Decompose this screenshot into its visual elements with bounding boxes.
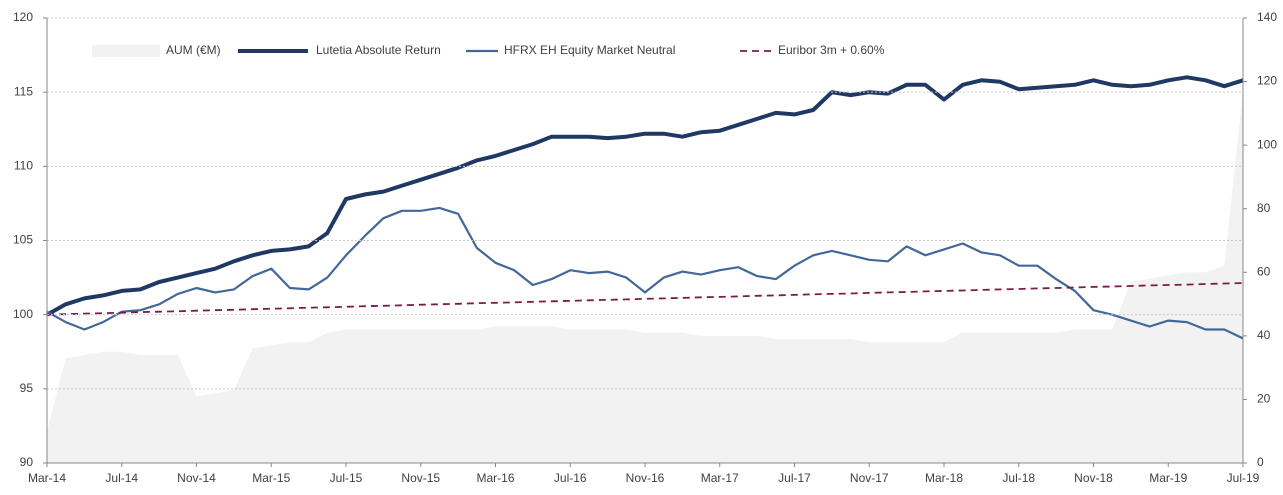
y2-tick-label: 60 [1257,264,1271,278]
x-tick-label: Mar-17 [701,471,739,485]
x-tick-label: Jul-16 [554,471,587,485]
x-tick-label: Nov-15 [401,471,440,485]
x-tick-label: Nov-18 [1074,471,1113,485]
legend-label: Lutetia Absolute Return [316,43,441,57]
line [46,282,1244,316]
y-tick-label: 110 [14,159,33,173]
x-tick-label: Mar-18 [925,471,963,485]
y-tick-label: 120 [13,10,33,24]
x-tick-label: Nov-14 [177,471,216,485]
y2-tick-label: 80 [1257,201,1271,215]
line [46,75,1244,317]
x-tick-label: Jul-14 [105,471,138,485]
y2-tick-label: 0 [1257,455,1264,469]
y-tick-label: 105 [13,233,33,247]
y2-tick-label: 20 [1257,392,1271,406]
legend-label: HFRX EH Equity Market Neutral [504,43,675,57]
x-tick-label: Mar-15 [252,471,290,485]
x-tick-label: Mar-14 [28,471,66,485]
x-tick-label: Mar-19 [1149,471,1187,485]
y-tick-label: 90 [20,455,34,469]
x-tick-label: Nov-17 [850,471,889,485]
y2-tick-label: 40 [1257,328,1271,342]
x-tick-label: Jul-19 [1227,471,1260,485]
y-tick-label: 95 [20,381,34,395]
x-tick-label: Jul-17 [778,471,811,485]
y-tick-label: 115 [14,84,33,98]
y-tick-label: 100 [13,307,33,321]
legend-swatch [92,45,160,57]
x-tick-label: Nov-16 [626,471,665,485]
y2-tick-label: 120 [1257,74,1277,88]
y2-tick-label: 140 [1257,10,1277,24]
x-tick-label: Jul-18 [1002,471,1035,485]
legend-label: Euribor 3m + 0.60% [778,43,885,57]
x-tick-label: Jul-15 [330,471,363,485]
y2-tick-label: 100 [1257,137,1277,151]
area [47,91,1243,463]
legend-label: AUM (€M) [166,43,221,57]
x-tick-label: Mar-16 [476,471,514,485]
line [46,206,1244,340]
